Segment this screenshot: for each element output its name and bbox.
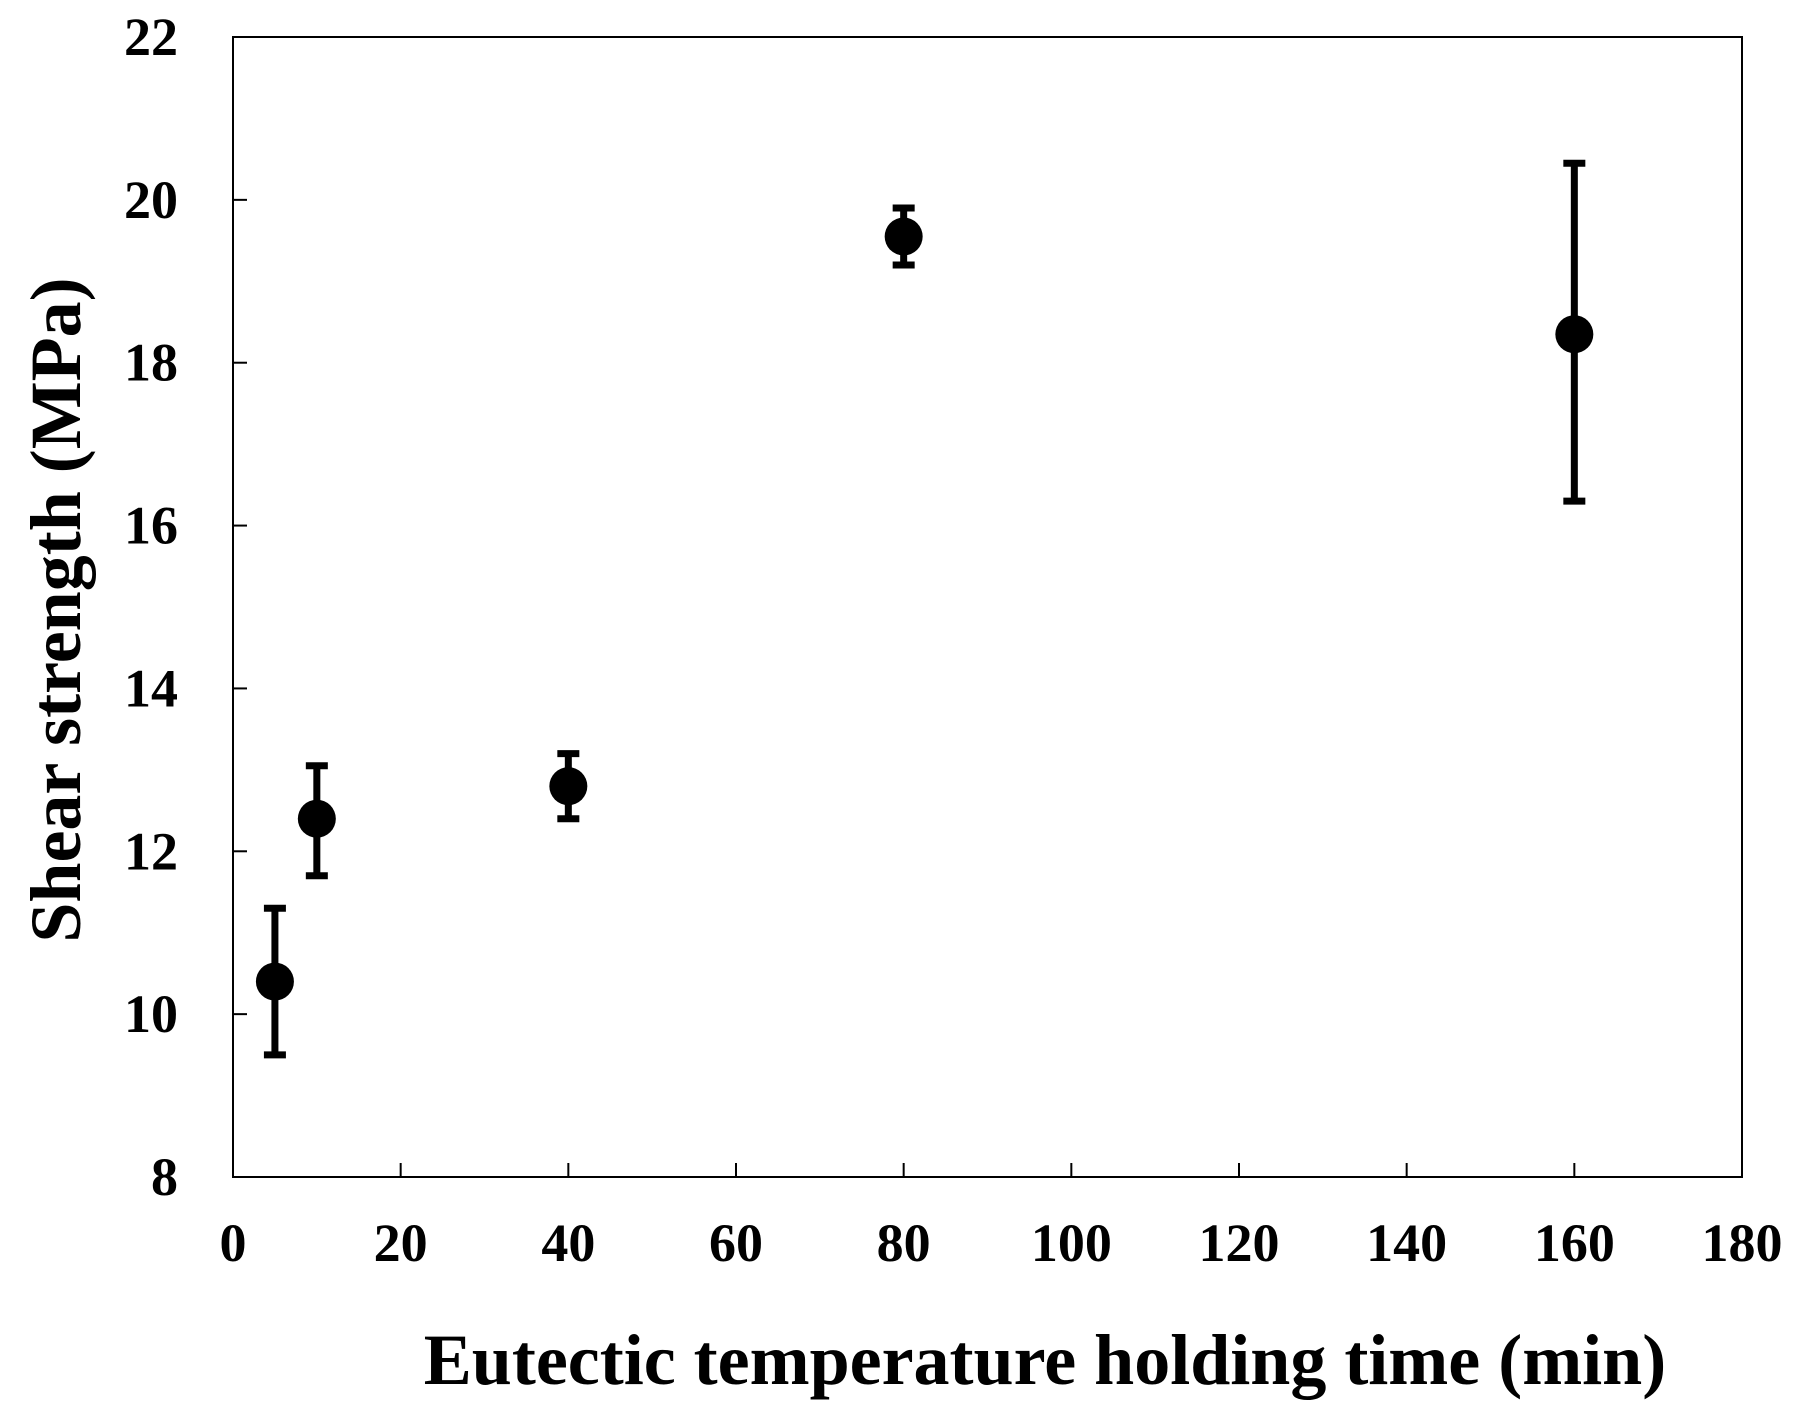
y-tick-label: 20 [124, 170, 178, 230]
data-point [255, 962, 294, 1001]
x-tick-label: 0 [220, 1213, 247, 1273]
y-axis-title: Shear strength (MPa) [16, 277, 96, 942]
x-tick-label: 160 [1534, 1213, 1615, 1273]
x-tick-label: 40 [541, 1213, 595, 1273]
x-tick-label: 180 [1702, 1213, 1783, 1273]
y-tick-label: 12 [124, 821, 178, 881]
data-point [297, 799, 336, 838]
y-tick-label: 8 [151, 1147, 178, 1207]
x-tick-label: 100 [1031, 1213, 1112, 1273]
x-tick-label: 120 [1199, 1213, 1280, 1273]
x-tick-label: 140 [1366, 1213, 1447, 1273]
y-tick-label: 10 [124, 984, 178, 1044]
y-tick-label: 14 [124, 658, 178, 718]
y-tick-label: 16 [124, 496, 178, 556]
data-point [884, 217, 923, 256]
data-point [1555, 315, 1594, 354]
x-tick-label: 20 [374, 1213, 428, 1273]
y-tick-label: 18 [124, 333, 178, 393]
x-tick-label: 60 [709, 1213, 763, 1273]
data-point [549, 767, 588, 806]
plot-frame [232, 36, 1743, 1178]
x-axis-title: Eutectic temperature holding time (min) [424, 1320, 1666, 1400]
y-tick-label: 22 [124, 7, 178, 67]
x-tick-label: 80 [877, 1213, 931, 1273]
